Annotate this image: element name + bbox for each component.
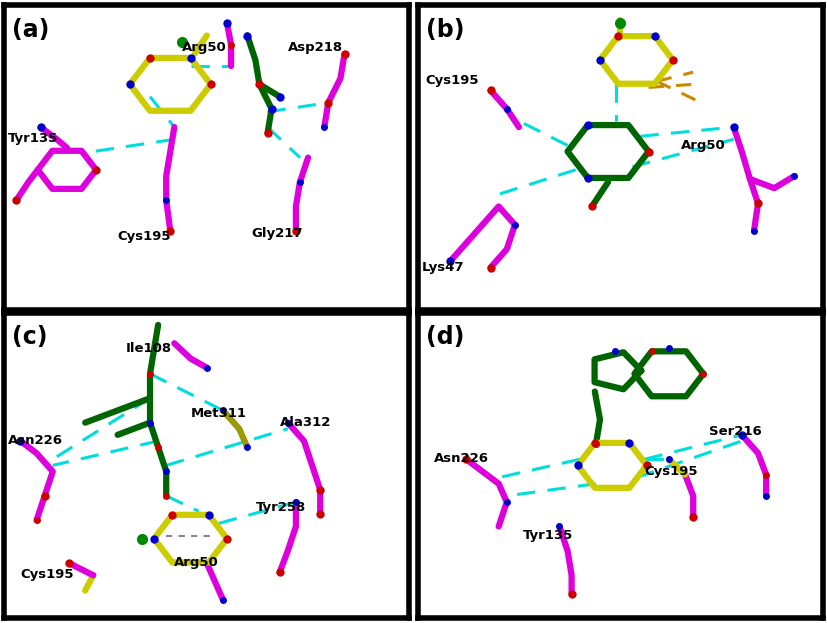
- Text: Ser216: Ser216: [710, 425, 762, 438]
- Text: Asp218: Asp218: [288, 41, 343, 54]
- Text: (c): (c): [12, 325, 48, 350]
- Text: Gly217: Gly217: [251, 227, 303, 240]
- Text: Tyr135: Tyr135: [523, 529, 573, 541]
- Text: Tyr135: Tyr135: [8, 133, 59, 145]
- Text: Lys47: Lys47: [422, 260, 464, 273]
- Text: Met311: Met311: [190, 407, 246, 420]
- Text: Cys195: Cys195: [644, 465, 698, 478]
- Text: Cys195: Cys195: [426, 74, 479, 87]
- Text: Arg50: Arg50: [681, 138, 726, 151]
- Text: Cys195: Cys195: [117, 230, 171, 243]
- Text: Ala312: Ala312: [280, 416, 331, 429]
- Text: (b): (b): [426, 17, 464, 42]
- Text: Asn226: Asn226: [434, 452, 489, 465]
- Text: Arg50: Arg50: [174, 556, 219, 569]
- Text: Asn226: Asn226: [8, 434, 63, 447]
- Text: (a): (a): [12, 17, 50, 42]
- Text: Tyr258: Tyr258: [256, 502, 306, 514]
- Text: Arg50: Arg50: [183, 41, 227, 54]
- Text: Cys195: Cys195: [21, 568, 74, 581]
- Text: (d): (d): [426, 325, 464, 350]
- Text: Ile108: Ile108: [126, 343, 172, 356]
